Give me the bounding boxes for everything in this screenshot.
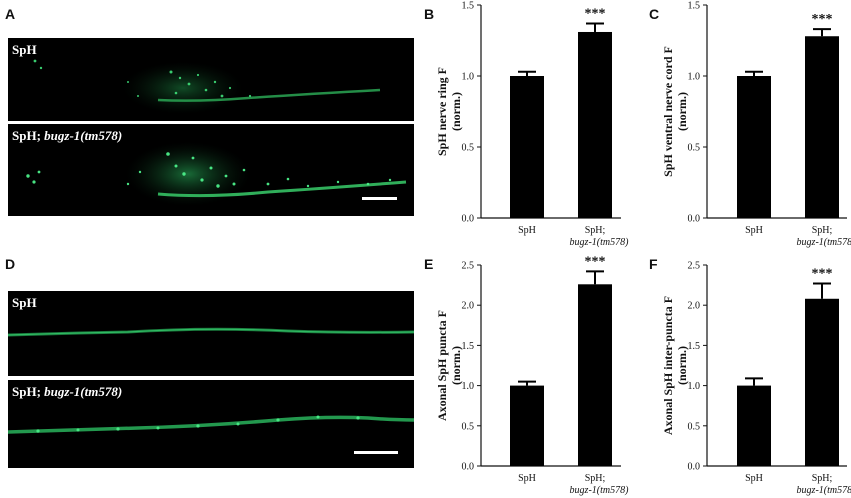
micrograph-a-top-image bbox=[33, 59, 381, 114]
y-axis-label-b-line1: SpH nerve ring F bbox=[435, 67, 449, 156]
y-axis-label-e-line1: Axonal SpH puncta F bbox=[435, 310, 449, 421]
category-label-b-1b: bugz-1(tm578) bbox=[570, 237, 630, 248]
panel-letter-e: E bbox=[424, 256, 434, 272]
significance-label-e: *** bbox=[585, 254, 606, 269]
bar-e-0 bbox=[510, 385, 544, 466]
y-tick-label-c-3: 1.5 bbox=[688, 1, 701, 12]
y-tick-label-e-0: 0.0 bbox=[462, 462, 475, 473]
genotype-label-a-top: SpH bbox=[12, 42, 37, 57]
bar-f-0 bbox=[737, 385, 771, 466]
category-label-b-0: SpH bbox=[518, 225, 536, 236]
y-tick-label-f-2: 1.0 bbox=[688, 381, 701, 392]
y-tick-label-b-2: 1.0 bbox=[462, 72, 475, 83]
y-tick-label-c-2: 1.0 bbox=[688, 72, 701, 83]
category-label-b-1a: SpH; bbox=[585, 225, 606, 236]
y-axis-label-c-line1: SpH ventral nerve cord F bbox=[661, 46, 675, 177]
y-tick-label-e-3: 1.5 bbox=[462, 341, 475, 352]
category-label-f-1a: SpH; bbox=[812, 473, 833, 484]
y-tick-label-e-4: 2.0 bbox=[462, 301, 475, 312]
panel-letter-d: D bbox=[5, 256, 16, 272]
genotype-label-a-bottom: SpH; bugz-1(tm578) bbox=[12, 128, 123, 143]
micrograph-d-bottom-image bbox=[8, 415, 414, 434]
significance-label-c: *** bbox=[812, 12, 833, 27]
y-tick-label-b-3: 1.5 bbox=[462, 1, 475, 12]
y-tick-label-e-5: 2.5 bbox=[462, 261, 475, 272]
bar-b-1 bbox=[578, 31, 612, 219]
y-tick-label-f-4: 2.0 bbox=[688, 301, 701, 312]
significance-label-b: *** bbox=[585, 6, 606, 21]
micrograph-d-bottom: SpH; bugz-1(tm578) bbox=[8, 380, 414, 468]
micrograph-a-bottom-image bbox=[26, 142, 407, 206]
y-axis-label-e-line2: (norm.) bbox=[449, 346, 463, 385]
micrograph-d-top-image bbox=[8, 327, 414, 337]
y-tick-label-e-1: 0.5 bbox=[462, 421, 475, 432]
y-axis-label-f-line1: Axonal SpH inter-puncta F bbox=[661, 296, 675, 435]
micrograph-a-bottom: SpH; bugz-1(tm578) bbox=[8, 124, 414, 216]
panel-letter-f: F bbox=[649, 256, 658, 272]
bar-c-0 bbox=[737, 76, 771, 218]
category-label-c-1a: SpH; bbox=[812, 225, 833, 236]
category-label-f-0: SpH bbox=[745, 473, 763, 484]
micrograph-a-top: SpH bbox=[8, 38, 414, 121]
bar-e-1 bbox=[578, 284, 612, 466]
category-label-c-0: SpH bbox=[745, 225, 763, 236]
y-tick-label-f-5: 2.5 bbox=[688, 261, 701, 272]
genotype-label-d-top: SpH bbox=[12, 295, 37, 310]
y-tick-label-b-0: 0.0 bbox=[462, 214, 475, 225]
micrograph-d-top: SpH bbox=[8, 291, 414, 376]
bar-b-0 bbox=[510, 76, 544, 218]
y-tick-label-f-0: 0.0 bbox=[688, 462, 701, 473]
bar-f-1 bbox=[805, 298, 839, 466]
category-label-e-0: SpH bbox=[518, 473, 536, 484]
category-label-f-1b: bugz-1(tm578) bbox=[797, 485, 851, 496]
genotype-label-d-bottom: SpH; bugz-1(tm578) bbox=[12, 384, 123, 399]
category-label-e-1b: bugz-1(tm578) bbox=[570, 485, 630, 496]
y-axis-label-b-line2: (norm.) bbox=[449, 92, 463, 131]
scale-bar-d bbox=[354, 451, 398, 454]
panel-letter-a: A bbox=[5, 6, 16, 22]
panel-letter-c: C bbox=[649, 6, 660, 22]
category-label-e-1a: SpH; bbox=[585, 473, 606, 484]
scale-bar-a bbox=[362, 197, 397, 200]
y-tick-label-c-1: 0.5 bbox=[688, 143, 701, 154]
y-axis-label-c-line2: (norm.) bbox=[675, 92, 689, 131]
y-tick-label-f-1: 0.5 bbox=[688, 421, 701, 432]
panel-letter-b: B bbox=[424, 6, 435, 22]
y-axis-label-f-line2: (norm.) bbox=[675, 346, 689, 385]
y-tick-label-c-0: 0.0 bbox=[688, 214, 701, 225]
y-tick-label-e-2: 1.0 bbox=[462, 381, 475, 392]
category-label-c-1b: bugz-1(tm578) bbox=[797, 237, 851, 248]
bar-c-1 bbox=[805, 36, 839, 218]
significance-label-f: *** bbox=[812, 266, 833, 281]
y-tick-label-f-3: 1.5 bbox=[688, 341, 701, 352]
y-tick-label-b-1: 0.5 bbox=[462, 143, 475, 154]
